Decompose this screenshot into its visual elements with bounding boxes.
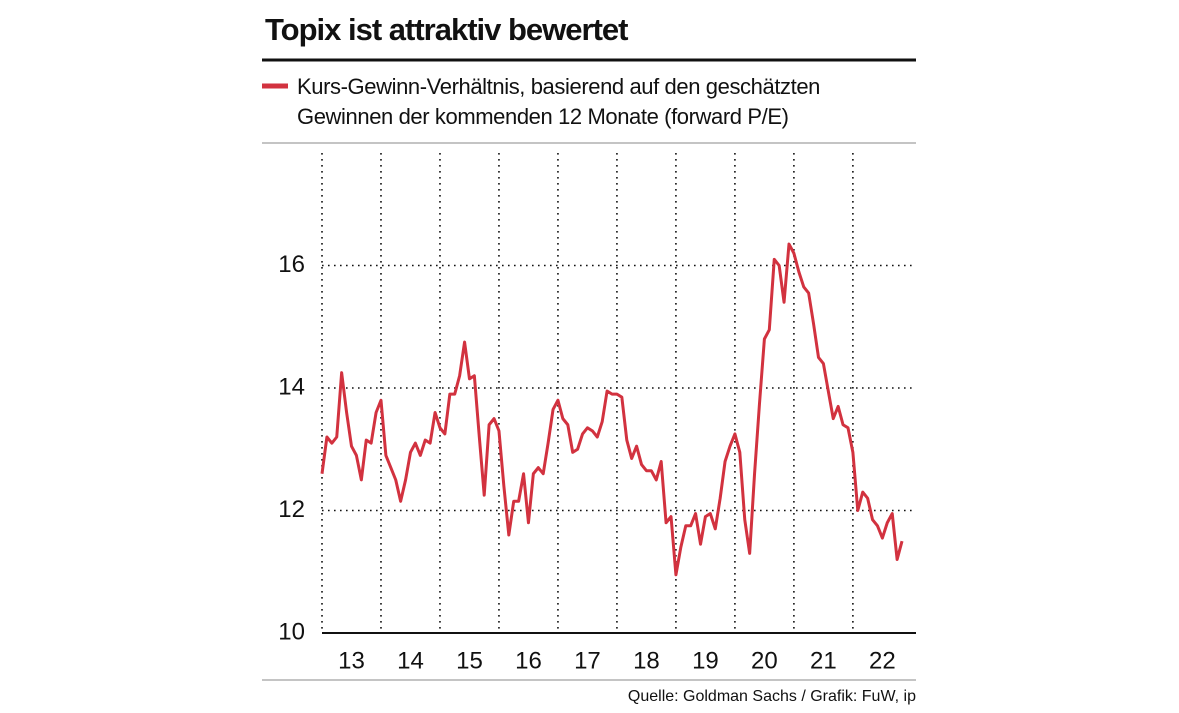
x-tick-label: 16 (515, 647, 542, 674)
plot-area: 10 12 14 16 13 14 15 16 17 18 19 20 21 22 (262, 83, 916, 674)
legend-label: Kurs-Gewinn-Verhältnis, basierend auf de… (297, 74, 821, 129)
y-tick-label: 14 (278, 373, 305, 400)
y-tick-label: 10 (278, 618, 305, 645)
chart-title: Topix ist attraktiv bewertet (265, 12, 628, 47)
x-tick-label: 21 (810, 647, 837, 674)
y-tick-label: 16 (278, 251, 305, 278)
x-tick-label: 15 (456, 647, 483, 674)
x-tick-label: 17 (574, 647, 601, 674)
x-tick-label: 19 (692, 647, 719, 674)
data-line (320, 242, 904, 577)
x-tick-label: 14 (397, 647, 424, 674)
y-tick-label: 12 (278, 496, 305, 523)
x-tick-label: 13 (338, 647, 365, 674)
source-note: Quelle: Goldman Sachs / Grafik: FuW, ip (627, 688, 916, 705)
x-tick-label: 22 (869, 647, 896, 674)
x-tick-label: 20 (751, 647, 778, 674)
x-tick-label: 18 (633, 647, 660, 674)
